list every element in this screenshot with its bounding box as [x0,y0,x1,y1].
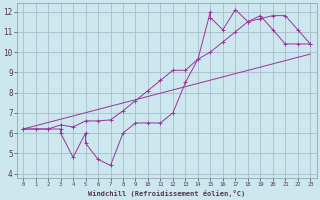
X-axis label: Windchill (Refroidissement éolien,°C): Windchill (Refroidissement éolien,°C) [88,190,245,197]
